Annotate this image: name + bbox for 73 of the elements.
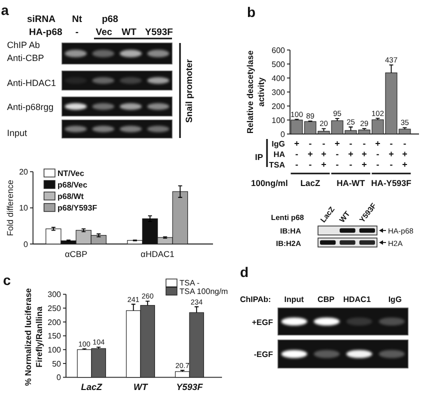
x-tick-label: αHDAC1 — [140, 249, 175, 259]
x-tick-label: LacZ — [80, 382, 102, 392]
text: Y593F — [145, 27, 174, 38]
text: Anti-p68rgg — [7, 102, 54, 112]
text: IgG — [272, 140, 285, 148]
x-tick-label: - + - — [348, 138, 354, 170]
x-tick-label: + - - — [334, 138, 340, 170]
y-tick-label: 400 — [272, 74, 286, 83]
text: Anti-HDAC1 — [7, 78, 56, 88]
x-tick-label: - + + — [362, 138, 367, 170]
y-axis-title: % Normalized luciferase Firefly/Ranllina — [23, 288, 44, 386]
legend-label: NT/Vec — [58, 168, 85, 178]
text: Anti-CBP — [7, 53, 44, 63]
y-axis-title: Relative deacetylase activity — [245, 50, 266, 134]
y-tick-label: 100 — [272, 116, 286, 125]
text: d — [240, 264, 249, 280]
x-tick-label: - + + — [402, 138, 408, 170]
y-tick-label: 250 — [48, 304, 62, 313]
x-tick-label: - + + — [321, 138, 326, 170]
y-tick-label: 0 — [280, 130, 286, 139]
y-axis-title: Fold difference — [5, 180, 15, 236]
y-tick-label: 600 — [272, 46, 286, 55]
text: - — [75, 27, 79, 38]
text: a — [1, 2, 9, 18]
y-tick-label: 50 — [52, 359, 62, 368]
y-tick-label: 500 — [272, 60, 286, 69]
text: IP — [254, 152, 264, 162]
text: Input — [284, 295, 304, 304]
y-tick-label: 300 — [48, 290, 62, 300]
text: LacZ — [300, 178, 320, 188]
text: TSA — [269, 160, 286, 170]
text: HA — [273, 150, 286, 159]
text: Vec — [96, 27, 112, 38]
y-tick-label: 20 — [19, 168, 29, 176]
text: HDAC1 — [343, 295, 372, 304]
x-tick-label: - + - — [308, 138, 313, 170]
text: Snail promoter — [184, 58, 194, 123]
y-tick-label: 0 — [56, 373, 62, 382]
legend-label: p68/Vec — [58, 180, 88, 190]
y-tick-label: 200 — [272, 102, 286, 111]
text: 100ng/ml — [251, 178, 288, 188]
text: CBP — [318, 295, 336, 304]
y-tick-label: 200 — [48, 318, 62, 327]
text: +EGF — [252, 318, 274, 327]
y-tick-label: 300 — [272, 88, 286, 97]
text: WT — [122, 27, 137, 38]
legend-label: p68/Y593F — [58, 203, 98, 212]
chart-title: c — [3, 272, 11, 288]
x-tick-label: - + - — [388, 138, 394, 170]
legend-label: p68/Wt — [58, 192, 84, 201]
x-tick-label: Y593F — [176, 382, 204, 392]
y-tick-label: 150 — [48, 332, 62, 341]
text: HA-Y593F — [371, 178, 412, 188]
text: p68 — [102, 14, 118, 25]
y-tick-label: 100 — [48, 345, 62, 354]
x-tick-label: + - - — [375, 138, 380, 170]
text: Input — [7, 128, 28, 138]
text: ChIPAb: — [240, 295, 271, 304]
x-tick-label: + - - — [294, 138, 300, 170]
y-tick-label: 0 — [24, 240, 29, 249]
y-tick-label: 10 — [19, 204, 29, 213]
chart-title: b — [247, 4, 256, 20]
text: HA-WT — [336, 178, 366, 188]
text: IgG — [388, 295, 402, 304]
text: HA-p68 — [29, 27, 62, 38]
legend-label: TSA 100ng/m — [180, 287, 228, 296]
x-tick-label: WT — [134, 382, 149, 392]
legend-label: TSA - — [180, 278, 200, 288]
text: ChIP Ab — [7, 40, 40, 50]
text: Nt — [72, 14, 83, 25]
x-tick-label: αCBP — [64, 249, 88, 259]
text: -EGF — [254, 350, 274, 359]
text: siRNA — [27, 14, 56, 25]
